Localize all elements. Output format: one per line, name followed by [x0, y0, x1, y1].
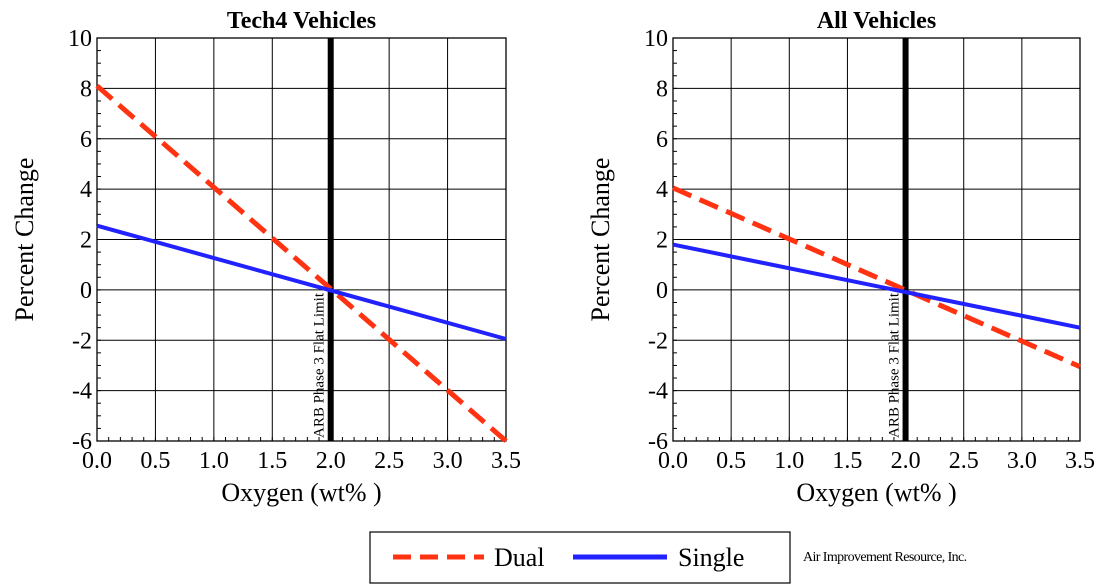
- legend-dual-label: Dual: [494, 543, 545, 572]
- panel-2-plot-frame: [672, 37, 1081, 442]
- panel-2-title: All Vehicles: [817, 8, 936, 34]
- panel-2-y-tick-label: -6: [648, 429, 668, 455]
- panel-2-x-tick-label: 0.5: [716, 448, 746, 474]
- panel-2-y-tick-label: 10: [644, 26, 668, 52]
- panel-1-x-axis-label: Oxygen (wt% ): [221, 478, 381, 507]
- panel-1-y-tick-label: 6: [80, 127, 92, 153]
- panel-2-limit-line-label: ARB Phase 3 Flat Limit: [887, 292, 903, 438]
- panel-2-x-tick-label: 1.0: [774, 448, 804, 474]
- panel-2-x-axis-label: Oxygen (wt% ): [796, 478, 956, 507]
- panel-1-series-single-line: [96, 223, 507, 341]
- legend: Dual Single: [369, 531, 791, 584]
- panel-1-x-tick-label: 0.5: [140, 448, 170, 474]
- panel-2-y-tick-label: 6: [656, 127, 668, 153]
- panel-2-x-tick-label: 3.0: [1007, 448, 1037, 474]
- panel-2-series-single-line: [672, 242, 1081, 330]
- panel-2-x-tick-label: 2.0: [891, 448, 921, 474]
- panel-2-x-tick-label: 1.5: [832, 448, 862, 474]
- panel-1-x-tick-label: 2.0: [316, 448, 346, 474]
- panel-1-x-tick-label: 1.0: [199, 448, 229, 474]
- panel-1-y-tick-label: 2: [80, 228, 92, 254]
- panel-2-y-tick-label: 8: [656, 76, 668, 102]
- chart-panel-2: 0.0 0.5 1.0 1.5 2.0 2.5 3.0 3.5 -6 -4 -2 0 2 4 6 8 10 ARB…: [586, 8, 1095, 507]
- panel-1-plot-frame: [96, 37, 507, 442]
- panel-1-x-tick-label: 3.5: [491, 448, 521, 474]
- panel-2-x-tick-label: 0.0: [658, 448, 688, 474]
- panel-1-x-tick-label: 2.5: [374, 448, 404, 474]
- panel-1-y-tick-label: 10: [68, 26, 92, 52]
- credit-text: Air Improvement Resource, Inc.: [803, 550, 967, 565]
- panel-1-x-tick-label: 1.5: [257, 448, 287, 474]
- panel-2-y-tick-label: -2: [648, 328, 668, 354]
- panel-2-y-axis-label: Percent Change: [586, 158, 615, 322]
- panel-1-series-dual-line: [95, 83, 508, 443]
- panel-1-y-tick-label: 8: [80, 76, 92, 102]
- panel-1-y-tick-label: -2: [72, 328, 92, 354]
- panel-1-y-tick-label: 0: [80, 278, 92, 304]
- panel-1-y-tick-label: 4: [80, 177, 92, 203]
- panel-2-series-dual-line: [671, 185, 1082, 369]
- panel-1-title: Tech4 Vehicles: [227, 8, 376, 34]
- panel-1-x-tick-label: 3.0: [433, 448, 463, 474]
- panel-1-x-tick-label: 0.0: [82, 448, 112, 474]
- panel-2-y-tick-label: 0: [656, 278, 668, 304]
- chart-panels: 0.0 0.5 1.0 1.5 2.0 2.5 3.0 3.5 -6 -4 -2 0 2 4 6 8 10 ARB…: [10, 8, 1095, 507]
- panel-2-y-tick-label: -4: [648, 379, 668, 405]
- chart-panel-1: 0.0 0.5 1.0 1.5 2.0 2.5 3.0 3.5 -6 -4 -2 0 2 4 6 8 10 ARB…: [10, 8, 521, 507]
- panel-2-x-tick-label: 2.5: [949, 448, 979, 474]
- panel-1-y-axis-label: Percent Change: [10, 158, 39, 322]
- panel-2-x-tick-label: 3.5: [1065, 448, 1095, 474]
- panel-2-y-tick-label: 4: [656, 177, 668, 203]
- panel-1-y-tick-label: -6: [72, 429, 92, 455]
- panel-1-limit-line-label: ARB Phase 3 Flat Limit: [312, 292, 328, 438]
- legend-single-label: Single: [678, 543, 744, 572]
- panel-2-y-tick-label: 2: [656, 228, 668, 254]
- panel-1-y-tick-label: -4: [72, 379, 92, 405]
